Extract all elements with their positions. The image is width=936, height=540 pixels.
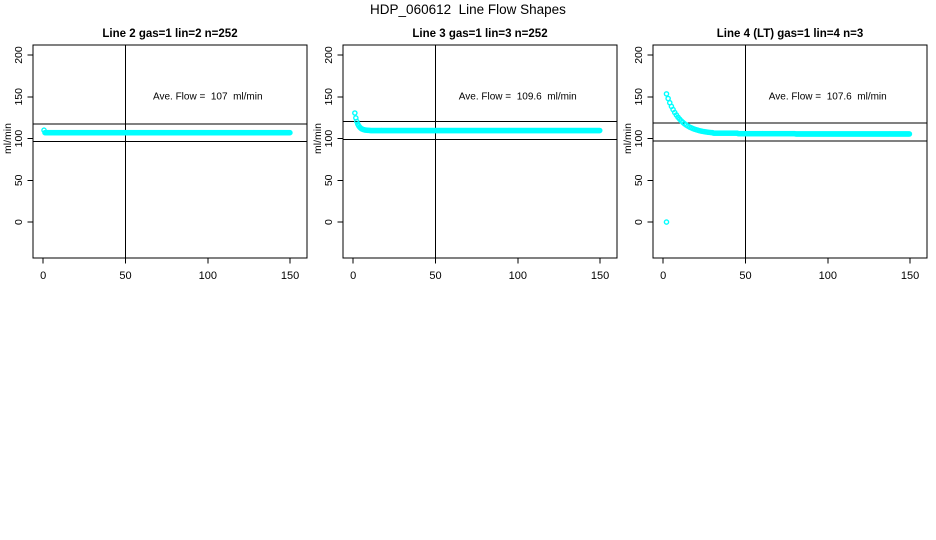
figure-title: HDP_060612 Line Flow Shapes: [370, 2, 566, 17]
data-point: [352, 110, 358, 116]
plot-box: [32, 44, 308, 259]
panel-title: Line 4 (LT) gas=1 lin=4 n=3: [717, 28, 863, 40]
data-point: [906, 131, 913, 137]
x-axis-tick-label: 150: [281, 270, 299, 282]
y-axis-tick-label: 100: [13, 130, 25, 148]
x-axis-tick-label: 0: [660, 270, 666, 282]
y-axis-label: ml/min: [622, 123, 634, 154]
x-axis-tick-label: 0: [40, 270, 46, 282]
y-axis-tick-label: 200: [323, 46, 335, 64]
panel-line-3: 0 50 100 150 200 ml/min 0 50 100 150 Ave. Flow = 1…: [312, 28, 618, 282]
x-axis-tick-label: 150: [901, 270, 919, 282]
x-axis-tick-label: 0: [350, 270, 356, 282]
x-axis-tick-label: 50: [739, 270, 751, 282]
x-axis-tick-label: 100: [509, 270, 527, 282]
panel-title: Line 2 gas=1 lin=2 n=252: [102, 28, 237, 40]
y-axis-tick-label: 200: [13, 46, 25, 64]
plot-box: [342, 44, 618, 259]
y-axis-tick-label: 150: [633, 88, 645, 106]
x-axis-tick-label: 100: [819, 270, 837, 282]
panel-title: Line 3 gas=1 lin=3 n=252: [412, 28, 547, 40]
y-axis-tick-label: 50: [633, 174, 645, 186]
data-points: [41, 127, 293, 136]
ave-flow-annotation: Ave. Flow = 109.6 ml/min: [459, 91, 577, 102]
x-axis-tick-label: 50: [429, 270, 441, 282]
y-axis-tick-label: 0: [323, 219, 335, 225]
ave-flow-annotation: Ave. Flow = 107 ml/min: [153, 91, 263, 102]
y-axis-tick-label: 200: [633, 46, 645, 64]
data-point: [596, 127, 603, 134]
data-points: [663, 91, 913, 225]
y-axis-tick-label: 100: [633, 130, 645, 148]
y-axis-label: ml/min: [312, 123, 324, 154]
y-axis-tick-label: 0: [633, 219, 645, 225]
y-axis-label: ml/min: [2, 123, 14, 154]
panel-line-4: 0 50 100 150 200 ml/min 0 50 100 150 Ave. Flow = 1…: [622, 28, 928, 282]
x-axis-tick-label: 150: [591, 270, 609, 282]
data-point: [287, 129, 293, 136]
data-point: [663, 91, 670, 97]
y-axis-tick-label: 50: [13, 174, 25, 186]
y-axis-tick-label: 150: [13, 88, 25, 106]
y-axis-tick-label: 100: [323, 130, 335, 148]
x-axis-tick-label: 100: [199, 270, 217, 282]
data-point: [663, 219, 670, 225]
data-point: [354, 118, 360, 125]
y-axis-tick-label: 0: [13, 219, 25, 225]
plot-box: [652, 44, 928, 259]
x-axis-tick-label: 50: [119, 270, 131, 282]
panel-line-2: 0 50 100 150 200 ml/min 0 50 100 150 Ave. Flow = 1…: [2, 28, 308, 282]
y-axis-tick-label: 150: [323, 88, 335, 106]
y-axis-tick-label: 50: [323, 174, 335, 186]
ave-flow-annotation: Ave. Flow = 107.6 ml/min: [769, 91, 887, 102]
data-points: [352, 110, 603, 134]
